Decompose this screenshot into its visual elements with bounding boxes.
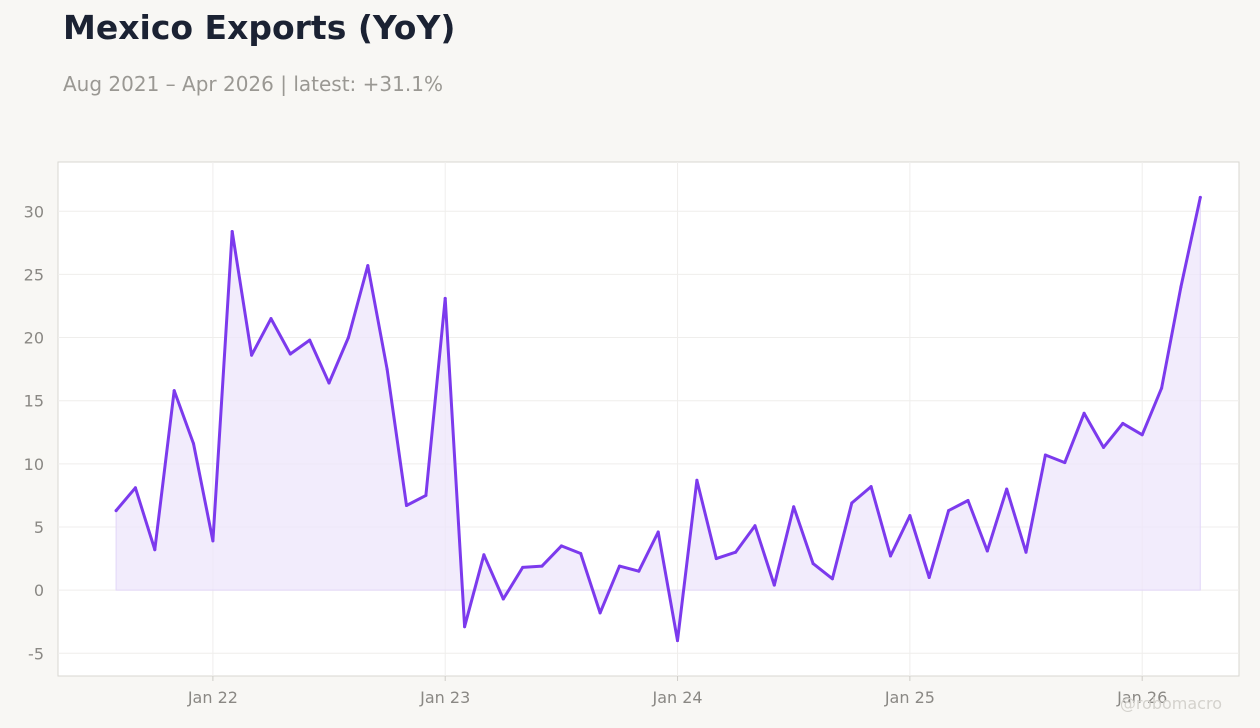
data-point bbox=[656, 530, 660, 534]
data-point bbox=[966, 499, 970, 502]
data-point bbox=[211, 539, 215, 543]
data-point bbox=[463, 625, 467, 629]
data-point bbox=[985, 549, 989, 553]
data-point bbox=[1140, 433, 1144, 437]
data-point bbox=[366, 264, 370, 268]
data-point bbox=[288, 352, 292, 356]
watermark: @robomacro bbox=[1119, 694, 1222, 713]
data-point bbox=[753, 524, 757, 528]
x-tick-label: Jan 25 bbox=[884, 688, 935, 707]
data-point bbox=[618, 564, 621, 568]
data-point bbox=[172, 389, 176, 393]
data-point bbox=[714, 557, 718, 561]
data-point bbox=[1024, 550, 1028, 554]
y-tick-label: 15 bbox=[24, 392, 44, 411]
data-point bbox=[346, 336, 350, 339]
y-tick-label: 30 bbox=[24, 202, 44, 221]
data-point bbox=[153, 548, 157, 552]
x-tick-label: Jan 24 bbox=[651, 688, 702, 707]
data-point bbox=[327, 381, 331, 385]
data-point bbox=[734, 550, 738, 554]
data-point bbox=[1005, 487, 1009, 491]
data-point bbox=[1179, 285, 1183, 289]
data-point bbox=[869, 485, 873, 489]
data-point bbox=[637, 569, 641, 573]
data-point bbox=[772, 583, 776, 587]
y-tick-label: -5 bbox=[28, 644, 44, 663]
data-point bbox=[850, 501, 854, 505]
data-point bbox=[385, 367, 389, 371]
data-point bbox=[521, 565, 525, 569]
data-point bbox=[927, 576, 931, 579]
data-point bbox=[501, 597, 505, 601]
data-point bbox=[133, 486, 137, 490]
data-point bbox=[424, 493, 428, 497]
data-point bbox=[1198, 195, 1202, 199]
data-point bbox=[1043, 453, 1047, 457]
data-point bbox=[443, 296, 447, 300]
data-point bbox=[1063, 461, 1067, 465]
data-point bbox=[114, 509, 118, 513]
data-point bbox=[676, 639, 679, 643]
chart-subtitle: Aug 2021 – Apr 2026 | latest: +31.1% bbox=[63, 72, 443, 96]
data-point bbox=[889, 554, 892, 558]
data-point bbox=[811, 562, 815, 566]
data-point bbox=[482, 553, 486, 557]
data-point bbox=[405, 504, 408, 507]
y-tick-label: 5 bbox=[34, 518, 44, 537]
data-point bbox=[308, 338, 312, 342]
y-tick-label: 20 bbox=[24, 329, 44, 348]
data-point bbox=[695, 478, 699, 482]
chart-title: Mexico Exports (YoY) bbox=[63, 8, 456, 47]
data-point bbox=[250, 353, 254, 357]
data-point bbox=[947, 509, 951, 513]
data-point bbox=[1160, 386, 1164, 390]
data-point bbox=[269, 317, 273, 321]
y-axis-ticks: 30 25 20 15 10 5 0 -5 bbox=[24, 202, 44, 663]
y-tick-label: 25 bbox=[24, 265, 44, 284]
data-point bbox=[1121, 421, 1125, 425]
y-tick-label: 10 bbox=[24, 455, 44, 474]
data-point bbox=[230, 230, 234, 233]
data-point bbox=[1082, 411, 1086, 415]
x-axis-ticks: Jan 22 Jan 23 Jan 24 Jan 25 Jan 26 bbox=[187, 676, 1167, 707]
x-tick-label: Jan 23 bbox=[419, 688, 470, 707]
data-point bbox=[792, 505, 796, 509]
data-point bbox=[579, 552, 583, 555]
data-point bbox=[540, 564, 544, 568]
y-tick-label: 0 bbox=[34, 581, 44, 600]
data-point bbox=[1102, 445, 1105, 449]
data-point bbox=[908, 514, 912, 518]
data-point bbox=[830, 577, 834, 581]
data-points bbox=[114, 195, 1202, 643]
data-point bbox=[559, 544, 563, 548]
x-tick-label: Jan 26 bbox=[1116, 688, 1167, 707]
x-tick-label: Jan 22 bbox=[187, 688, 238, 707]
data-point bbox=[598, 611, 602, 615]
data-point bbox=[192, 442, 195, 446]
